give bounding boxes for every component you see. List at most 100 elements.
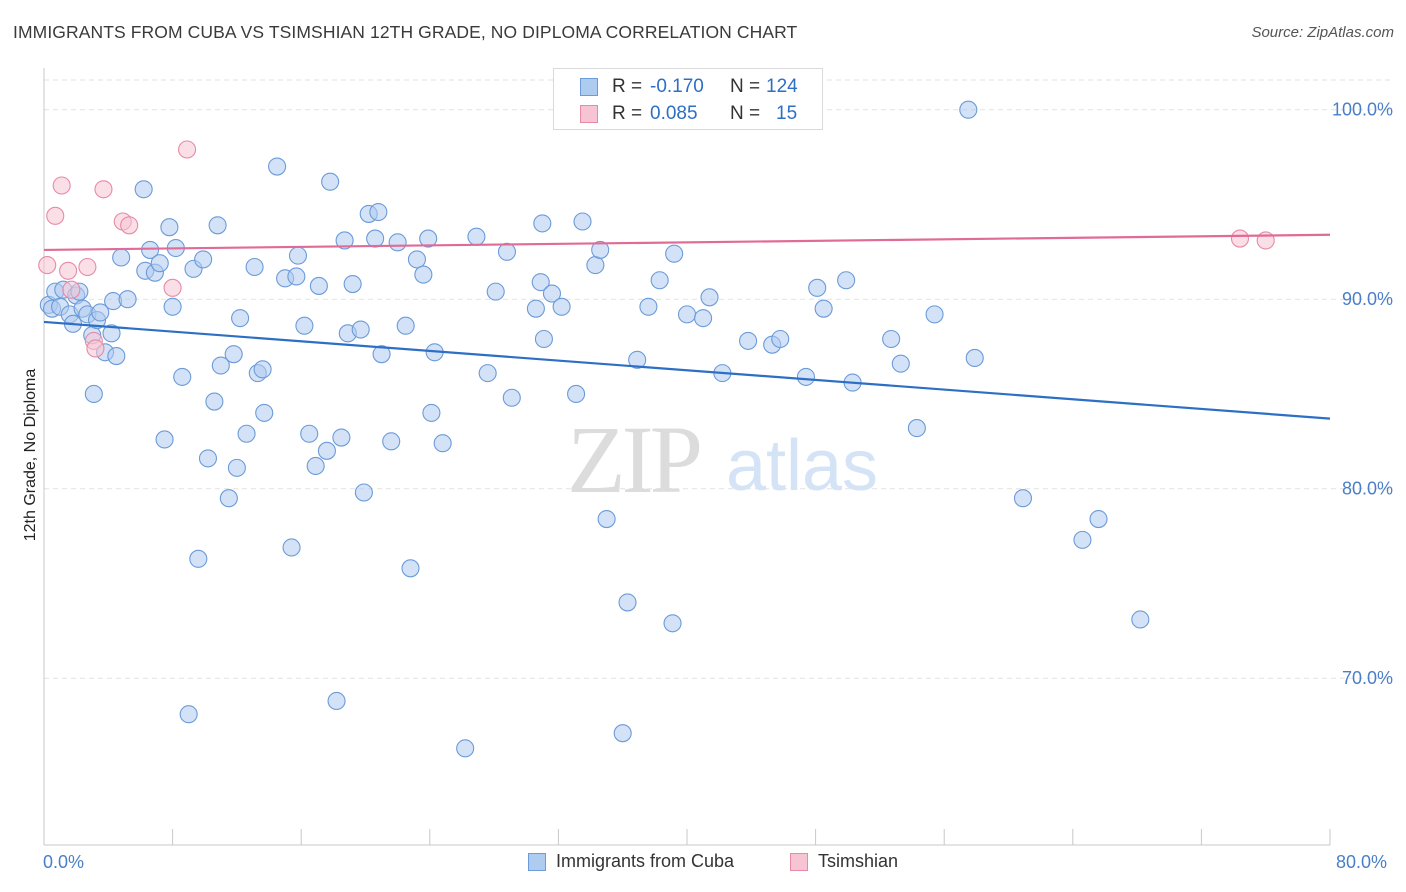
data-point (401, 559, 420, 578)
data-point (173, 367, 192, 386)
data-point (38, 256, 57, 275)
data-point (118, 290, 137, 309)
data-point (388, 233, 407, 252)
watermark-atlas: atlas (726, 426, 878, 506)
data-point (665, 244, 684, 263)
chart-title: IMMIGRANTS FROM CUBA VS TSIMSHIAN 12TH G… (13, 22, 798, 42)
data-point (255, 403, 274, 422)
data-point (396, 316, 415, 335)
data-point (59, 261, 78, 280)
data-point (808, 278, 827, 297)
data-point (586, 256, 605, 275)
data-point (317, 441, 336, 460)
data-point (288, 246, 308, 265)
data-point (62, 280, 81, 299)
data-point (771, 329, 790, 349)
data-point (107, 347, 126, 366)
data-point (677, 305, 697, 324)
data-point (907, 419, 926, 438)
trend-line (43, 320, 1331, 420)
data-point (1089, 509, 1108, 529)
data-point (663, 614, 682, 633)
r-label: R = (612, 76, 643, 97)
data-point (211, 356, 230, 375)
data-point (112, 248, 131, 267)
data-point (102, 324, 121, 343)
data-point (189, 549, 208, 568)
data-point (1073, 530, 1092, 549)
data-point (925, 305, 944, 324)
data-point (163, 278, 182, 297)
data-point (231, 309, 250, 328)
data-point (650, 271, 669, 290)
data-point (567, 384, 586, 404)
data-point (309, 276, 328, 295)
source-credit: Source: ZipAtlas.com (1251, 24, 1394, 41)
data-point (739, 331, 758, 350)
data-point (86, 339, 105, 358)
data-point (208, 216, 227, 235)
data-point (84, 384, 103, 404)
data-point (120, 216, 139, 235)
data-point (959, 100, 978, 119)
data-point (245, 257, 264, 277)
data-point (91, 303, 110, 322)
data-point (1230, 229, 1250, 248)
data-point (700, 288, 719, 307)
data-point (351, 320, 370, 339)
y-tick-label: 70.0% (1342, 668, 1393, 688)
data-point (526, 299, 545, 318)
correlation-legend: R = -0.170 N = 124 R = 0.085 N = 15 (553, 68, 823, 130)
watermark: ZIP atlas (567, 406, 878, 513)
data-point (534, 329, 553, 349)
x-tick-label-max: 80.0% (1336, 852, 1388, 872)
data-point (141, 240, 160, 259)
data-point (542, 284, 562, 303)
data-point (1131, 610, 1150, 629)
data-point (467, 227, 486, 246)
trend-line (43, 233, 1331, 252)
data-point (369, 202, 388, 222)
data-point (694, 309, 713, 328)
y-tick-label: 100.0% (1332, 100, 1393, 120)
r-value: -0.170 (650, 76, 704, 97)
data-point (198, 449, 218, 468)
data-point (478, 364, 497, 383)
data-point (366, 229, 385, 248)
data-point (335, 231, 354, 250)
data-point (814, 299, 833, 318)
data-point (306, 456, 325, 476)
data-point (1013, 489, 1033, 508)
n-value: 124 (766, 76, 798, 97)
data-point (552, 297, 571, 316)
n-label: N = (730, 76, 761, 97)
data-point (94, 180, 113, 199)
bottom-legend: Immigrants from Cuba Tsimshian (0, 851, 1406, 877)
n-label: N = (730, 103, 761, 124)
legend-item-cuba[interactable]: Immigrants from Cuba (528, 851, 734, 872)
data-point (639, 297, 658, 316)
legend-item-tsimshian[interactable]: Tsimshian (790, 851, 898, 872)
r-value: 0.085 (650, 103, 698, 124)
data-point (237, 424, 256, 443)
data-point (78, 257, 97, 277)
data-point (613, 724, 632, 743)
y-tick-label: 90.0% (1342, 289, 1393, 309)
legend-swatch-cuba (580, 78, 598, 96)
data-point (591, 240, 610, 259)
data-point (497, 242, 517, 261)
data-point (219, 489, 238, 508)
data-point (287, 267, 306, 286)
legend-swatch-tsimshian (580, 105, 598, 123)
data-point (618, 593, 637, 612)
data-point (300, 424, 319, 443)
data-point (179, 705, 198, 724)
data-point (253, 360, 272, 379)
legend-swatch-tsimshian (790, 852, 808, 871)
data-point (837, 271, 856, 290)
data-point (354, 483, 373, 502)
data-point (486, 282, 505, 301)
data-point (327, 691, 346, 711)
data-point (227, 458, 246, 477)
